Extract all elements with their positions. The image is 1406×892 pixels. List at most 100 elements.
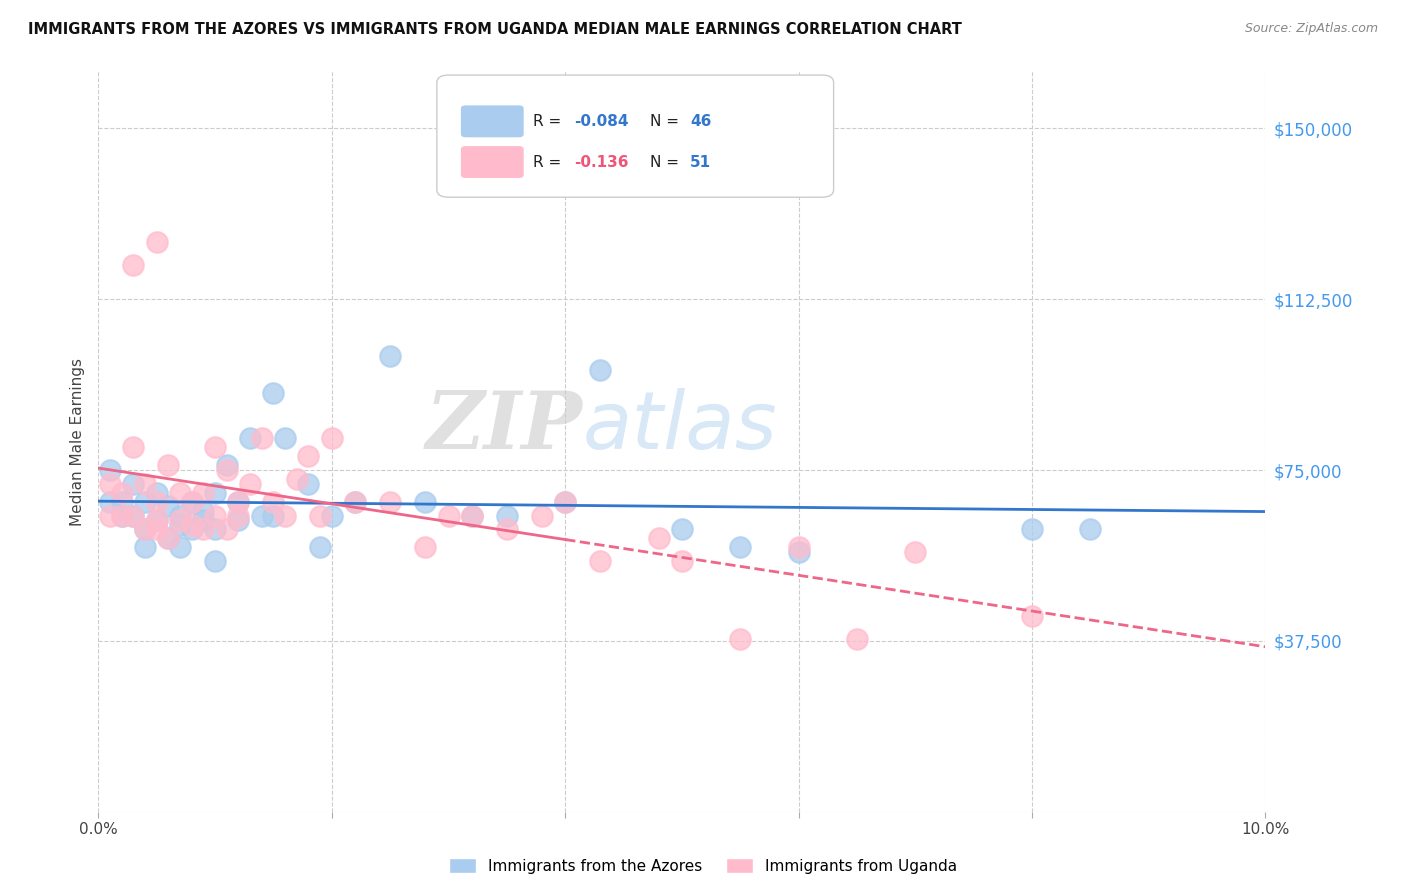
Point [1021, 522, 1043, 536]
Point [180, 517, 202, 532]
Point [250, 431, 273, 445]
Point [98, 508, 121, 523]
Y-axis label: Median Male Earnings: Median Male Earnings [70, 358, 86, 525]
Point [321, 431, 343, 445]
Legend: Immigrants from the Azores, Immigrants from Uganda: Immigrants from the Azores, Immigrants f… [443, 852, 963, 880]
Point [262, 385, 284, 400]
Point [134, 541, 156, 555]
Text: R =: R = [533, 114, 565, 129]
Text: N =: N = [651, 155, 685, 169]
Point [204, 508, 226, 523]
Point [204, 485, 226, 500]
Point [274, 508, 297, 523]
Point [589, 554, 612, 568]
Point [146, 235, 169, 250]
Point [169, 541, 191, 555]
Point [285, 472, 308, 486]
Text: IMMIGRANTS FROM THE AZORES VS IMMIGRANTS FROM UGANDA MEDIAN MALE EARNINGS CORREL: IMMIGRANTS FROM THE AZORES VS IMMIGRANTS… [28, 22, 962, 37]
FancyBboxPatch shape [460, 104, 524, 138]
Point [180, 495, 202, 509]
Point [309, 508, 332, 523]
Point [413, 495, 436, 509]
Point [297, 450, 319, 464]
Text: R =: R = [533, 155, 571, 169]
Point [111, 508, 134, 523]
Point [157, 532, 180, 546]
Text: 46: 46 [690, 114, 711, 129]
FancyBboxPatch shape [437, 75, 834, 197]
Point [321, 508, 343, 523]
Point [111, 485, 134, 500]
Point [846, 632, 869, 646]
Point [204, 522, 226, 536]
Point [228, 508, 250, 523]
Point [134, 495, 156, 509]
Point [111, 495, 134, 509]
Point [904, 545, 927, 559]
Point [239, 431, 262, 445]
Point [215, 463, 238, 477]
Point [1080, 522, 1102, 536]
FancyBboxPatch shape [460, 145, 524, 178]
Point [122, 258, 145, 272]
Point [146, 522, 169, 536]
Point [1021, 608, 1043, 623]
Point [250, 508, 273, 523]
Point [146, 513, 169, 527]
Text: N =: N = [651, 114, 685, 129]
Point [157, 500, 180, 514]
Point [180, 495, 202, 509]
Point [169, 513, 191, 527]
Point [193, 513, 215, 527]
Point [496, 508, 519, 523]
Point [122, 476, 145, 491]
Text: 51: 51 [690, 155, 711, 169]
Point [787, 545, 810, 559]
Point [111, 508, 134, 523]
Point [134, 522, 156, 536]
Point [530, 508, 553, 523]
Point [262, 495, 284, 509]
Text: -0.136: -0.136 [575, 155, 628, 169]
Point [134, 476, 156, 491]
Point [297, 476, 319, 491]
Point [730, 541, 752, 555]
Point [589, 363, 612, 377]
Point [554, 495, 576, 509]
Point [204, 554, 226, 568]
Point [122, 508, 145, 523]
Point [554, 495, 576, 509]
Point [380, 495, 402, 509]
Text: -0.084: -0.084 [575, 114, 628, 129]
Point [274, 431, 297, 445]
Point [228, 495, 250, 509]
Point [787, 541, 810, 555]
Point [169, 485, 191, 500]
Text: atlas: atlas [582, 388, 778, 466]
Text: Source: ZipAtlas.com: Source: ZipAtlas.com [1244, 22, 1378, 36]
Point [344, 495, 367, 509]
Point [239, 476, 262, 491]
Point [157, 458, 180, 473]
Point [309, 541, 332, 555]
Point [122, 440, 145, 454]
Point [413, 541, 436, 555]
Point [730, 632, 752, 646]
Point [157, 532, 180, 546]
Point [344, 495, 367, 509]
Point [146, 485, 169, 500]
Point [122, 508, 145, 523]
Point [146, 513, 169, 527]
Point [169, 508, 191, 523]
Point [204, 440, 226, 454]
Point [98, 463, 121, 477]
Point [380, 349, 402, 363]
Text: ZIP: ZIP [426, 388, 582, 466]
Point [146, 495, 169, 509]
Point [169, 517, 191, 532]
Point [98, 476, 121, 491]
Point [496, 522, 519, 536]
Point [193, 485, 215, 500]
Point [193, 504, 215, 518]
Point [671, 522, 693, 536]
